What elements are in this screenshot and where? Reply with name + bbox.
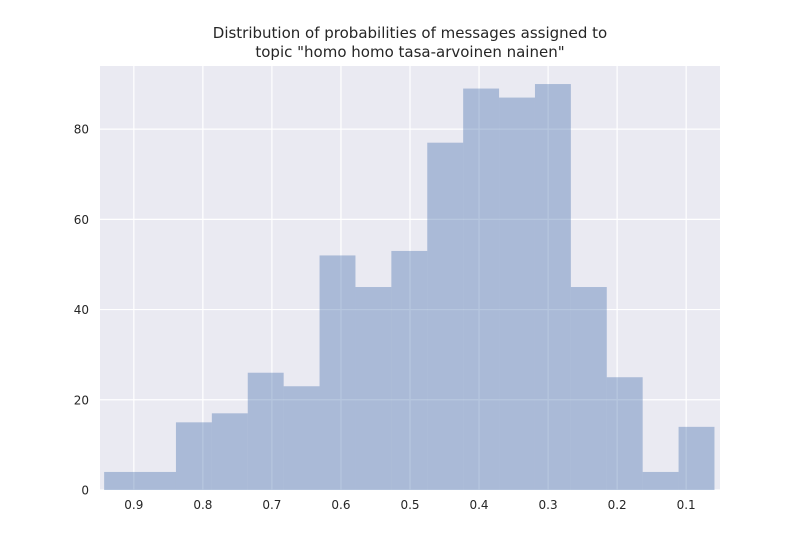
y-tick-label: 60 bbox=[74, 213, 89, 227]
x-axis-ticks: 0.9 0.8 0.7 0.6 0.5 0.4 0.3 0.2 0.1 bbox=[124, 498, 695, 512]
y-tick-label: 80 bbox=[74, 123, 89, 137]
x-tick-label: 0.6 bbox=[331, 498, 350, 512]
histogram-bar bbox=[140, 471, 176, 490]
histogram-bar bbox=[499, 97, 535, 491]
x-tick-label: 0.3 bbox=[539, 498, 558, 512]
histogram-bar bbox=[463, 88, 500, 490]
y-tick-label: 40 bbox=[74, 303, 89, 317]
chart-title-line-2: topic "homo homo tasa-arvoinen nainen" bbox=[255, 43, 565, 61]
histogram-bar bbox=[175, 422, 212, 490]
x-tick-label: 0.4 bbox=[469, 498, 488, 512]
grid-lines bbox=[100, 66, 720, 491]
histogram-bar bbox=[355, 287, 392, 490]
histogram-bar bbox=[427, 142, 464, 490]
x-tick-label: 0.8 bbox=[193, 498, 212, 512]
y-tick-label: 0 bbox=[81, 484, 89, 498]
histogram-bar bbox=[678, 426, 715, 490]
histogram-bar bbox=[606, 377, 643, 490]
x-tick-label: 0.5 bbox=[400, 498, 419, 512]
histogram-bar bbox=[570, 287, 607, 490]
histogram-bar bbox=[247, 372, 284, 490]
histogram-bar bbox=[283, 386, 320, 490]
x-tick-label: 0.2 bbox=[608, 498, 627, 512]
histogram-bar bbox=[319, 255, 356, 490]
histogram-bar bbox=[104, 471, 141, 490]
x-tick-label: 0.7 bbox=[262, 498, 281, 512]
x-tick-label: 0.1 bbox=[677, 498, 696, 512]
histogram-bar bbox=[211, 413, 248, 490]
histogram-bar bbox=[391, 250, 428, 490]
chart-title-line-1: Distribution of probabilities of message… bbox=[212, 24, 608, 42]
chart-title: Distribution of probabilities of message… bbox=[100, 24, 720, 62]
histogram-bar bbox=[642, 471, 679, 490]
y-axis-ticks: 0 20 40 60 80 bbox=[74, 123, 89, 498]
histogram-bars bbox=[104, 84, 715, 491]
y-tick-label: 20 bbox=[74, 393, 89, 407]
x-tick-label: 0.9 bbox=[124, 498, 143, 512]
histogram-bar bbox=[534, 84, 571, 491]
